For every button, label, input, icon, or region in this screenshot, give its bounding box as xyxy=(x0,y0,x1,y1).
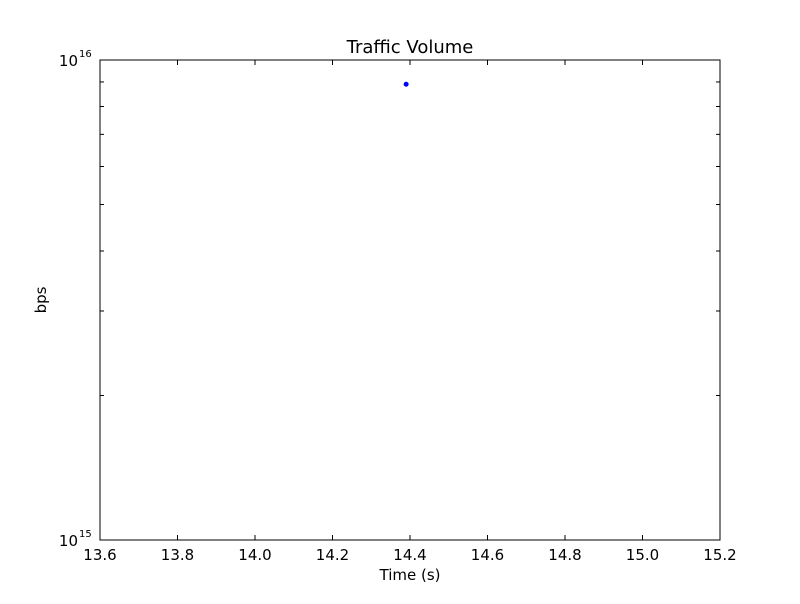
x-tick-label: 14.2 xyxy=(316,546,349,564)
x-tick-label: 15.0 xyxy=(626,546,659,564)
x-tick-label: 14.4 xyxy=(393,546,426,564)
x-tick-label: 14.8 xyxy=(548,546,581,564)
minor-ticks xyxy=(100,81,720,397)
y-tick-label: 10 xyxy=(59,52,78,70)
x-tick-label: 13.8 xyxy=(161,546,194,564)
x-tick-label: 15.2 xyxy=(703,546,736,564)
x-axis-ticks: 13.6 13.8 14.0 14.2 14.4 14.6 14.8 15.0 15.2 xyxy=(83,60,737,564)
y-axis-label: bps xyxy=(32,286,50,313)
y-tick-label: 10 xyxy=(59,532,78,550)
plot-frame xyxy=(99,59,721,541)
chart-title: Traffic Volume xyxy=(346,37,474,58)
y-tick-exponent: 15 xyxy=(79,529,92,540)
y-tick-exponent: 16 xyxy=(79,49,92,60)
x-tick-label: 13.6 xyxy=(83,546,116,564)
x-axis-label: Time (s) xyxy=(379,566,441,584)
y-tick-base: 10 xyxy=(59,52,78,70)
x-tick-label: 14.0 xyxy=(238,546,271,564)
data-points xyxy=(403,81,409,87)
y-tick-base: 10 xyxy=(59,532,78,550)
data-point xyxy=(403,81,409,87)
plot-area xyxy=(100,60,720,540)
x-tick-label: 14.6 xyxy=(471,546,504,564)
